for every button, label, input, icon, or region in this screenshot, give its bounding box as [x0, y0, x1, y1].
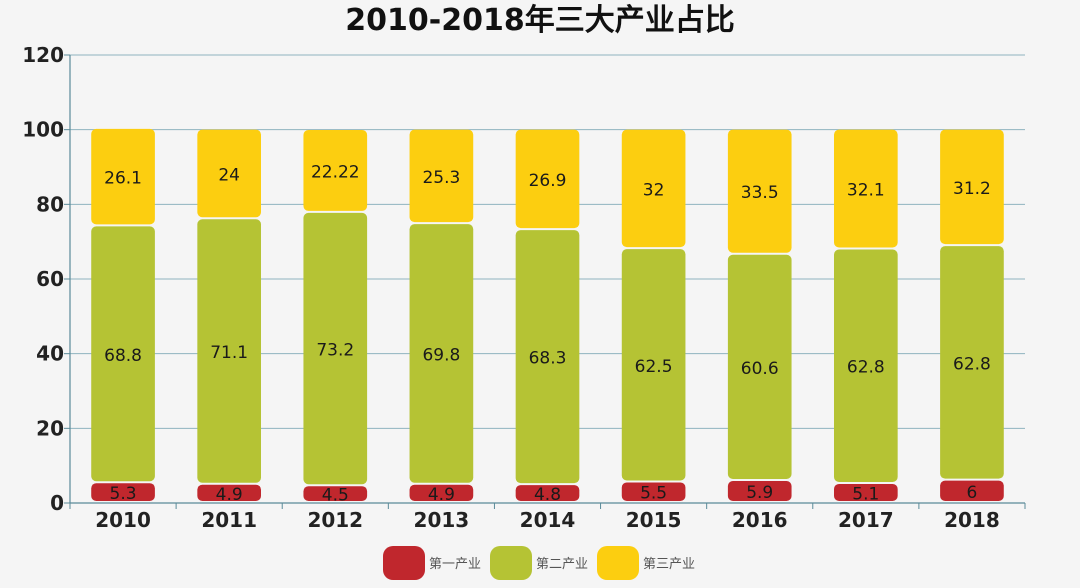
x-tick-label: 2010 [95, 508, 151, 532]
data-label: 4.9 [428, 485, 455, 505]
bar-segment [727, 480, 792, 501]
bar-segment [621, 482, 686, 501]
y-tick-label: 0 [50, 491, 64, 515]
bars: 5.3 68.8 26.1 4.9 71.1 24 4.5 73.2 22.22 4.9 69.8 2… [91, 128, 1004, 506]
x-tick-label: 2014 [520, 508, 576, 532]
bar-segment [303, 486, 368, 501]
bar-segment [515, 129, 580, 229]
y-tick-label: 100 [22, 118, 64, 142]
y-tick-label: 80 [36, 192, 64, 216]
bar-segment [409, 224, 474, 483]
data-label: 32.1 [847, 181, 885, 201]
legend-swatch [597, 546, 639, 580]
data-label: 26.9 [529, 171, 567, 191]
x-axis: 2010 2011 2012 2013 2014 2015 2016 2017 2018 [69, 502, 1026, 532]
legend-label: 第二产业 [536, 557, 588, 572]
y-tick-label: 120 [22, 43, 64, 67]
x-tick-label: 2012 [307, 508, 363, 532]
y-tick-label: 40 [36, 342, 64, 366]
x-tick-label: 2011 [201, 508, 257, 532]
data-label: 68.3 [529, 349, 567, 369]
data-label: 25.3 [422, 168, 460, 188]
x-tick-label: 2016 [732, 508, 788, 532]
data-label: 6 [967, 483, 978, 503]
data-label: 33.5 [741, 183, 779, 203]
bar-segment [409, 129, 474, 223]
y-tick-label: 20 [36, 416, 64, 440]
data-label: 62.8 [953, 354, 991, 374]
data-label: 4.8 [534, 485, 561, 505]
bar-segment [940, 246, 1004, 479]
bar-segment [727, 129, 792, 253]
bar-segment [940, 129, 1004, 245]
legend-swatch [490, 546, 532, 580]
data-label: 24 [218, 165, 240, 185]
x-tick-label: 2018 [944, 508, 1000, 532]
bar-segment [515, 230, 580, 484]
data-label: 68.8 [104, 346, 142, 366]
bar-segment [834, 129, 898, 248]
data-label: 5.3 [110, 484, 137, 504]
data-label: 26.1 [104, 169, 142, 189]
bar-segment [197, 484, 261, 501]
bar-segment [409, 484, 474, 501]
bar-segment [834, 249, 898, 482]
bar-segment [197, 129, 261, 218]
bar-segment [515, 485, 580, 501]
x-tick-label: 2015 [626, 508, 682, 532]
x-tick-label: 2017 [838, 508, 894, 532]
data-label: 69.8 [422, 345, 460, 365]
data-label: 71.1 [210, 343, 248, 363]
y-axis: 0 20 40 60 80 100 120 [22, 43, 71, 515]
data-label: 73.2 [316, 341, 354, 361]
bar-segment [91, 483, 155, 501]
bar-segment [621, 129, 686, 248]
y-tick-label: 60 [36, 267, 64, 291]
bar-segment [727, 254, 792, 479]
data-label: 60.6 [741, 359, 779, 379]
data-label: 62.5 [635, 357, 673, 377]
legend-swatch [383, 546, 425, 580]
data-label: 62.8 [847, 358, 885, 378]
x-tick-label: 2013 [414, 508, 470, 532]
bar-segment [197, 219, 261, 483]
legend-label: 第三产业 [643, 557, 695, 572]
data-label: 5.5 [640, 484, 667, 504]
bar-segment [940, 480, 1004, 501]
chart-title: 2010-2018年三大产业占比 [345, 3, 734, 38]
data-label: 4.9 [216, 485, 243, 505]
bar-segment [91, 128, 155, 225]
legend-label: 第一产业 [429, 557, 481, 572]
legend: 第一产业 第二产业 第三产业 [383, 546, 695, 580]
data-label: 5.1 [852, 484, 879, 504]
bar-segment [303, 129, 368, 211]
bar-segment [91, 226, 155, 482]
data-label: 31.2 [953, 179, 991, 199]
data-label: 22.22 [311, 162, 360, 182]
data-label: 5.9 [746, 483, 773, 503]
data-label: 32 [643, 180, 665, 200]
bar-segment [834, 483, 898, 501]
bar-segment [303, 212, 368, 485]
bar-segment [621, 249, 686, 481]
data-label: 4.5 [322, 486, 349, 506]
